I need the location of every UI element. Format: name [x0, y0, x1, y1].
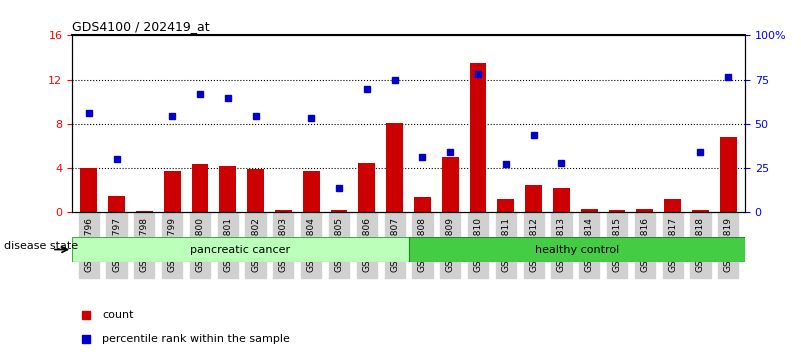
Text: percentile rank within the sample: percentile rank within the sample — [103, 335, 290, 344]
Bar — [248, 169, 264, 212]
Bar — [664, 199, 681, 212]
Bar — [720, 137, 737, 212]
Bar — [359, 162, 375, 212]
Bar — [609, 210, 626, 212]
Text: GDS4100 / 202419_at: GDS4100 / 202419_at — [72, 20, 210, 33]
Bar — [303, 171, 320, 212]
Bar — [386, 123, 403, 212]
Bar — [275, 210, 292, 212]
Text: healthy control: healthy control — [534, 245, 619, 255]
Bar — [108, 196, 125, 212]
Bar — [80, 168, 97, 212]
Text: disease state: disease state — [4, 241, 78, 251]
Bar — [497, 199, 514, 212]
Bar — [442, 157, 458, 212]
Bar — [191, 164, 208, 212]
Bar — [219, 166, 236, 212]
Bar — [136, 211, 153, 212]
Bar — [72, 237, 409, 262]
Bar — [553, 188, 570, 212]
Bar — [469, 63, 486, 212]
Bar — [581, 209, 598, 212]
Bar — [525, 185, 542, 212]
Text: count: count — [103, 310, 134, 320]
Bar — [414, 197, 431, 212]
Bar — [164, 171, 180, 212]
Bar — [637, 209, 653, 212]
Bar — [409, 237, 745, 262]
Text: pancreatic cancer: pancreatic cancer — [191, 245, 290, 255]
Bar — [692, 210, 709, 212]
Bar — [331, 210, 348, 212]
